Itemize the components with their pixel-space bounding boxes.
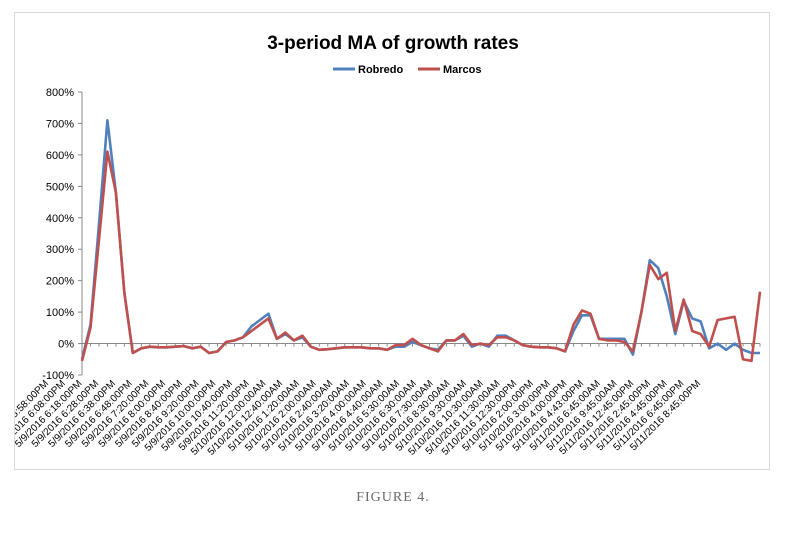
legend: Robredo Marcos [333,64,482,76]
y-tick-label: -100% [42,370,74,382]
legend-label-marcos: Marcos [443,64,482,76]
y-tick-label: 200% [46,276,74,288]
y-tick-label: 700% [46,118,74,130]
y-tick-label: 600% [46,150,74,162]
y-tick-label: 0% [58,339,74,351]
series-line-robredo [80,119,760,360]
figure-caption: FIGURE 4. [356,490,430,505]
chart-frame: 3-period MA of growth rates Robredo Marc… [14,12,770,470]
line-chart: 3-period MA of growth rates Robredo Marc… [15,33,762,458]
legend-label-robredo: Robredo [358,64,404,76]
y-axis: -100% 0% 100% 200% 300% 400% 500% 600% 700% 800% [42,87,83,382]
y-tick-label: 400% [46,213,74,225]
series-layer [80,119,762,363]
y-tick-label: 300% [46,244,74,256]
y-tick-label: 800% [46,87,74,99]
series-line-marcos [80,150,762,363]
y-tick-label: 100% [46,307,74,319]
y-tick-label: 500% [46,181,74,193]
chart-title: 3-period MA of growth rates [267,33,519,54]
